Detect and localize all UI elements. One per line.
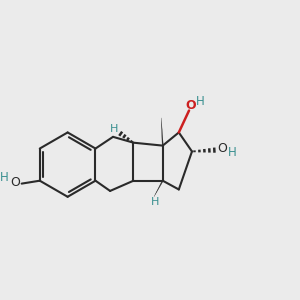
Text: O: O xyxy=(10,176,20,189)
Text: H: H xyxy=(196,95,205,108)
Polygon shape xyxy=(161,118,163,146)
Text: O: O xyxy=(218,142,228,155)
Text: H: H xyxy=(151,197,160,207)
Text: H: H xyxy=(228,146,236,159)
Polygon shape xyxy=(154,180,163,197)
Text: H: H xyxy=(0,171,9,184)
Text: O: O xyxy=(185,99,196,112)
Text: H: H xyxy=(110,124,118,134)
